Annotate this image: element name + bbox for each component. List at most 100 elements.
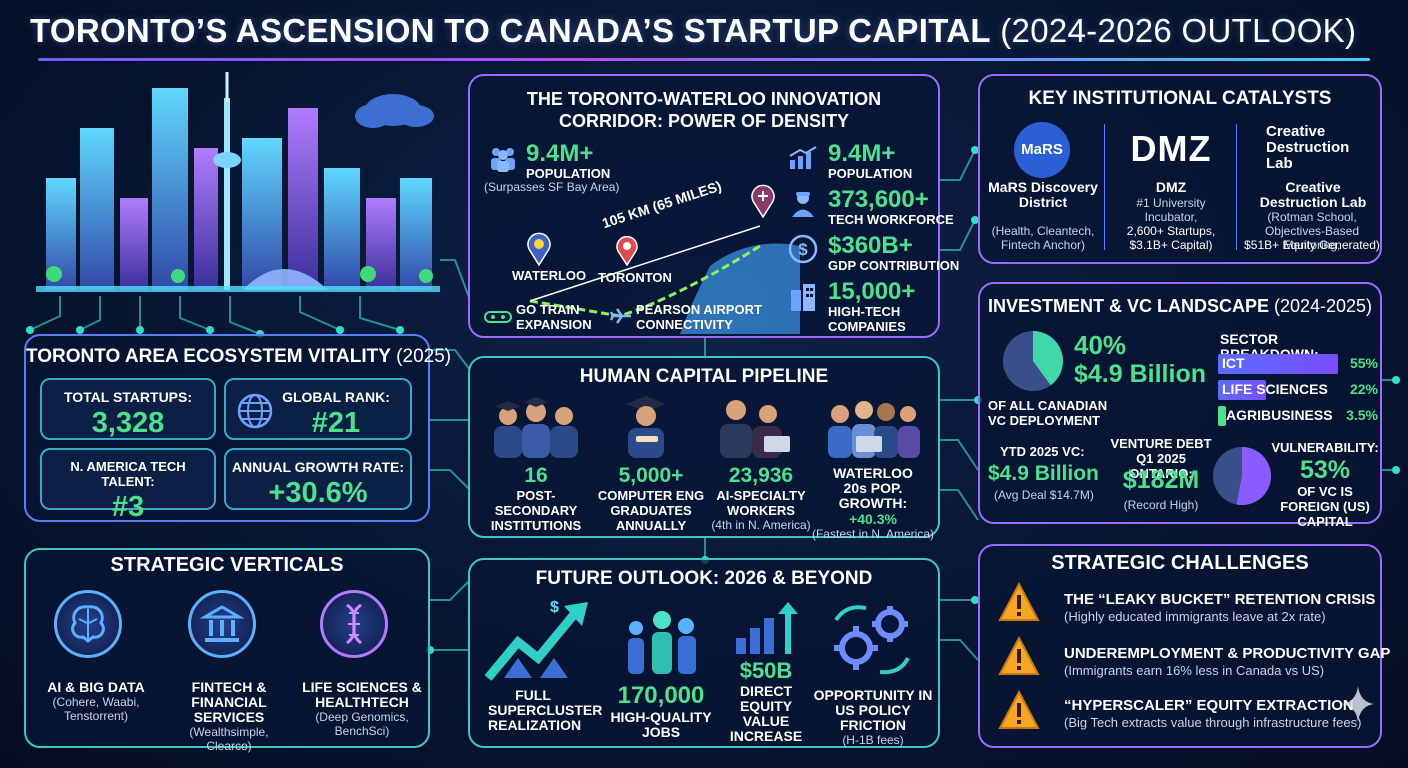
challenge-1-desc: (Highly educated immigrants leave at 2x …	[1064, 609, 1326, 624]
sector-pct-ict: 55%	[1349, 355, 1378, 371]
building-icon	[791, 284, 815, 311]
cdl-desc-2: $51B+ Equity Generated)	[1244, 238, 1380, 252]
total-startups-value: 3,328	[91, 407, 165, 439]
cdl-logo: Creative Destruction Lab	[1266, 123, 1350, 172]
debt-value: $182M	[1122, 466, 1200, 494]
ytd-note: (Avg Deal $14.7M)	[994, 488, 1094, 502]
vulnerability-label: VULNERABILITY:	[1271, 440, 1379, 455]
vertical-ai-title: AI & BIG DATA	[47, 679, 145, 695]
equity-label: DIRECT EQUITY VALUE INCREASE	[729, 683, 803, 744]
catalysts-panel: KEY INSTITUTIONAL CATALYSTS MaRS MaRS Di…	[978, 74, 1382, 264]
vulnerability-note: OF VC IS FOREIGN (US) CAPITAL	[1280, 484, 1370, 529]
sector-pct-agribusiness: 3.5%	[1346, 407, 1378, 423]
foreign-capital-pie	[1213, 447, 1271, 505]
challenges-panel: STRATEGIC CHALLENGES THE “LEAKY BUCKET” …	[978, 544, 1390, 748]
human-item-4: WATERLOO 20s POP. GROWTH: +40.3% (Fastes…	[810, 465, 936, 542]
gears-icon	[834, 605, 910, 675]
outlook-item-3: $50B DIRECT EQUITY VALUE INCREASE	[716, 658, 816, 744]
human-item-2: 5,000+ COMPUTER ENG GRADUATES ANNUALLY	[596, 464, 706, 533]
warning-icon	[998, 636, 1040, 675]
vertical-life-sciences-title: LIFE SCIENCES & HEALTHTECH	[302, 679, 422, 710]
tech-talent-card: N. AMERICA TECH TALENT: #3	[40, 448, 216, 523]
vertical-fintech-desc: (Wealthsimple, Clearco)	[189, 725, 269, 753]
challenge-2: UNDEREMPLOYMENT & PRODUCTIVITY GAP (Immi…	[998, 636, 1390, 686]
page-title: TORONTO’S ASCENSION TO CANADA’S STARTUP …	[30, 12, 1378, 54]
graduate-diploma-icon	[626, 396, 666, 458]
bank-icon	[199, 605, 245, 642]
corridor-heading: THE TORONTO-WATERLOO INNOVATION CORRIDOR…	[470, 88, 938, 132]
ai-workers-icon	[720, 400, 790, 458]
sector-name-agribusiness: AGRIBUSINESS	[1226, 407, 1333, 423]
vertical-ai: AI & BIG DATA (Cohere, Waabi, Tenstorren…	[36, 679, 156, 724]
challenge-1: THE “LEAKY BUCKET” RETENTION CRISIS (Hig…	[998, 582, 1378, 632]
sector-row-agribusiness: AGRIBUSINESS 3.5%	[1218, 406, 1378, 426]
vulnerability-value: 53%	[1299, 456, 1351, 484]
vitality-heading: TORONTO AREA ECOSYSTEM VITALITY (2025)	[26, 346, 451, 368]
challenge-3-title: “HYPERSCALER” EQUITY EXTRACTION	[1064, 697, 1354, 714]
sector-pct-life-sciences: 22%	[1349, 381, 1378, 397]
ai-workers-value: 23,936	[728, 464, 794, 487]
corridor-stat-3-label: GDP CONTRIBUTION	[828, 258, 960, 273]
jobs-value: 170,000	[617, 682, 705, 709]
outlook-panel: FUTURE OUTLOOK: 2026 & BEYOND $ FULL SUP…	[468, 558, 940, 748]
divider-2	[1236, 124, 1237, 250]
warning-icon	[998, 690, 1040, 729]
mars-name: MaRS Discovery District	[988, 179, 1098, 210]
outlook-heading: FUTURE OUTLOOK: 2026 & BEYOND	[535, 568, 873, 589]
population-left-label: POPULATION	[526, 166, 611, 181]
vertical-life-sciences: LIFE SCIENCES & HEALTHTECH (Deep Genomic…	[298, 679, 426, 739]
pie-slice-foreign-share	[1236, 447, 1271, 505]
dmz-desc-2: 2,600+ Startups, $3.1B+ Capital)	[1126, 224, 1216, 252]
vertical-fintech-circle	[188, 590, 256, 658]
graduates-label: COMPUTER ENG GRADUATES ANNUALLY	[597, 488, 705, 533]
vertical-fintech-title: FINTECH & FINANCIAL SERVICES	[191, 679, 267, 725]
cn-tower-icon	[213, 72, 241, 290]
global-rank-card: GLOBAL RANK: #21	[224, 378, 412, 440]
investment-heading-year: (2024-2025)	[1268, 296, 1373, 316]
human-capital-heading: HUMAN CAPITAL PIPELINE	[579, 366, 829, 387]
vitality-panel: TORONTO AREA ECOSYSTEM VITALITY (2025) T…	[24, 334, 451, 523]
city-waterloo: WATERLOO	[512, 268, 587, 283]
policy-label: OPPORTUNITY IN US POLICY FRICTION	[813, 687, 933, 733]
corridor-heading-line1: THE TORONTO-WATERLOO INNOVATION	[526, 89, 882, 109]
sector-name-life-sciences: LIFE SCIENCES	[1222, 381, 1328, 397]
ytd-value: $4.9 Billion	[988, 462, 1099, 485]
pie-slice-toronto-share	[1033, 331, 1063, 386]
go-train-label: GO TRAIN EXPANSION	[516, 302, 592, 332]
vitality-heading-year: (2025)	[390, 346, 452, 367]
ai-workers-label: AI-SPECIALTY WORKERS	[716, 488, 806, 518]
tech-talent-label: N. AMERICA TECH TALENT:	[70, 459, 186, 489]
institutions-value: 16	[524, 464, 548, 487]
sector-row-life-sciences: LIFE SCIENCES 22%	[1218, 380, 1378, 400]
challenge-2-title: UNDEREMPLOYMENT & PRODUCTIVITY GAP	[1064, 645, 1391, 662]
investment-heading: INVESTMENT & VC LANDSCAPE (2024-2025)	[980, 296, 1380, 317]
waterloo-growth-note: (Fastest in N. America)	[811, 527, 935, 541]
sector-bar-agribusiness	[1218, 406, 1226, 426]
vc-share-label: OF ALL CANADIAN VC DEPLOYMENT	[988, 398, 1108, 428]
toronto-pin-icon	[616, 235, 638, 271]
corridor-panel: THE TORONTO-WATERLOO INNOVATION CORRIDOR…	[468, 74, 959, 338]
vc-share-pie	[1003, 331, 1063, 391]
debt-note: (Record High)	[1123, 498, 1199, 512]
brain-icon	[71, 605, 105, 643]
policy-note: (H-1B fees)	[842, 733, 904, 747]
challenge-3: “HYPERSCALER” EQUITY EXTRACTION (Big Tec…	[998, 690, 1378, 740]
title-subtitle: (2024-2026 OUTLOOK)	[990, 12, 1357, 49]
jobs-label: HIGH-QUALITY JOBS	[610, 709, 712, 740]
growth-rate-card: ANNUAL GROWTH RATE: +30.6%	[224, 448, 412, 510]
outlook-item-1: FULL SUPERCLUSTER REALIZATION	[478, 688, 602, 733]
waterloo-growth-label: WATERLOO 20s POP. GROWTH:	[833, 465, 913, 511]
challenge-2-desc: (Immigrants earn 16% less in Canada vs U…	[1064, 663, 1325, 678]
sector-name-ict: ICT	[1222, 355, 1245, 371]
investment-panel: INVESTMENT & VC LANDSCAPE (2024-2025) 40…	[978, 282, 1382, 529]
city-toronto: TORONTON	[598, 270, 672, 285]
rising-arrow-icon: $	[484, 599, 588, 681]
people-jobs-icon	[628, 611, 696, 674]
corridor-heading-line2: CORRIDOR: POWER OF DENSITY	[558, 111, 849, 131]
corridor-stat-1-label: POPULATION	[828, 166, 913, 181]
outlook-item-2: 170,000 HIGH-QUALITY JOBS	[596, 682, 726, 740]
dmz-name: DMZ	[1155, 179, 1187, 195]
dmz-desc-1: #1 University Incubator,	[1136, 196, 1206, 224]
verticals-panel: STRATEGIC VERTICALS AI & BIG DATA (Coher…	[24, 548, 430, 753]
